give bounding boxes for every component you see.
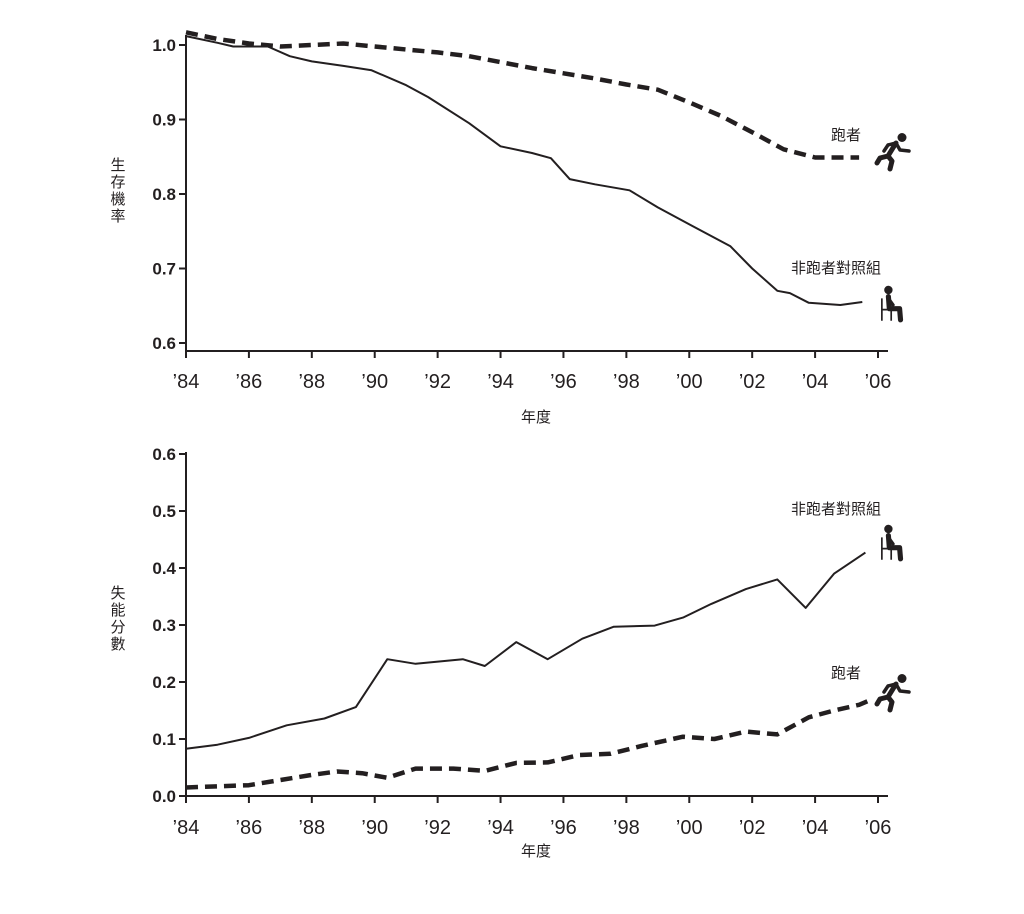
- runner-icon: [877, 674, 909, 710]
- x-tick-label: ’86: [236, 817, 263, 839]
- y-axis-title: 失 能 分 數: [110, 585, 125, 653]
- y-axis-title-char: 生: [110, 157, 125, 174]
- x-tick-label: ’96: [550, 371, 577, 393]
- x-tick-label: ’04: [802, 817, 829, 839]
- x-tick-label: ’06: [865, 817, 892, 839]
- disability-chart: 0.6 0.5 0.4 0.3 0.2 0.1 0.0 ’84 ’86 ’88 ’90 ’92 ’94…: [110, 445, 909, 860]
- series-label: 跑者: [831, 127, 861, 144]
- y-tick-label: 0.7: [152, 260, 176, 279]
- runner-icon: [877, 133, 909, 169]
- y-axis-title-char: 數: [110, 636, 125, 653]
- x-axis-title: 年度: [521, 843, 551, 860]
- x-tick-label: ’98: [613, 817, 640, 839]
- y-axis-title: 生 存 機 率: [110, 157, 125, 225]
- x-tick-label: ’90: [361, 371, 388, 393]
- y-tick-label: 0.6: [152, 334, 176, 353]
- non-runners-series-line: [185, 35, 863, 306]
- y-tick-label: 0.1: [152, 730, 176, 749]
- x-tick-label: ’96: [550, 817, 577, 839]
- x-tick-label: ’92: [424, 817, 451, 839]
- y-tick-label: 0.2: [152, 673, 176, 692]
- y-axis-title-char: 失: [110, 585, 125, 602]
- y-tick-label: 0.9: [152, 111, 176, 130]
- y-tick-label: 0.5: [152, 502, 176, 521]
- series-label: 非跑者對照組: [791, 260, 881, 277]
- x-tick-label: ’00: [676, 371, 703, 393]
- seated-person-icon: [882, 525, 901, 560]
- non-runners-series-line: [185, 551, 866, 750]
- y-tick-label: 0.0: [152, 787, 176, 806]
- x-tick-label: ’84: [173, 371, 200, 393]
- y-tick-label: 0.4: [152, 559, 176, 578]
- x-tick-label: ’84: [173, 817, 200, 839]
- y-axis-title-char: 能: [110, 602, 125, 619]
- x-tick-label: ’02: [739, 817, 766, 839]
- x-tick-label: ’00: [676, 817, 703, 839]
- series-label: 非跑者對照組: [791, 501, 881, 518]
- x-tick-label: ’92: [424, 371, 451, 393]
- runners-series-line: [185, 30, 860, 160]
- y-axis-title-char: 機: [110, 191, 125, 208]
- seated-person-icon: [882, 286, 901, 321]
- x-tick-label: ’90: [361, 817, 388, 839]
- survival-chart: 1.0 0.9 0.8 0.7 0.6 ’84 ’86 ’88 ’90 ’92 ’94 ’96 ’98…: [110, 30, 909, 426]
- x-tick-label: ’86: [236, 371, 263, 393]
- x-tick-label: ’88: [298, 817, 325, 839]
- y-tick-label: 0.3: [152, 616, 176, 635]
- y-axis-title-char: 存: [110, 174, 125, 191]
- y-tick-label: 1.0: [152, 36, 176, 55]
- x-tick-label: ’02: [739, 371, 766, 393]
- x-tick-label: ’94: [487, 817, 514, 839]
- y-tick-label: 0.6: [152, 445, 176, 464]
- y-tick-label: 0.8: [152, 185, 176, 204]
- x-tick-label: ’06: [865, 371, 892, 393]
- x-tick-label: ’94: [487, 371, 514, 393]
- y-axis-title-char: 率: [110, 208, 125, 225]
- x-tick-label: ’98: [613, 371, 640, 393]
- series-label: 跑者: [831, 665, 861, 682]
- y-axis-title-char: 分: [110, 619, 125, 636]
- x-axis-title: 年度: [521, 409, 551, 426]
- x-tick-label: ’04: [802, 371, 829, 393]
- x-tick-label: ’88: [298, 371, 325, 393]
- runners-series-line: [185, 698, 870, 790]
